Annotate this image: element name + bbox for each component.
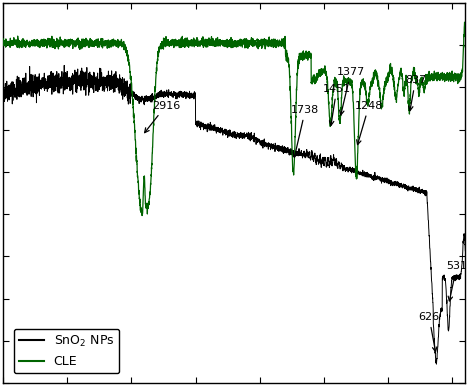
Text: 1451: 1451 xyxy=(323,84,351,125)
Legend: SnO$_2$ NPs, CLE: SnO$_2$ NPs, CLE xyxy=(14,329,119,373)
Text: 837: 837 xyxy=(405,75,426,111)
Text: 531: 531 xyxy=(447,261,467,301)
Text: 1377: 1377 xyxy=(337,67,365,115)
Text: 1248: 1248 xyxy=(355,101,383,145)
Text: 2916: 2916 xyxy=(145,101,180,133)
Text: 626: 626 xyxy=(419,312,439,352)
Text: 1738: 1738 xyxy=(291,105,319,157)
